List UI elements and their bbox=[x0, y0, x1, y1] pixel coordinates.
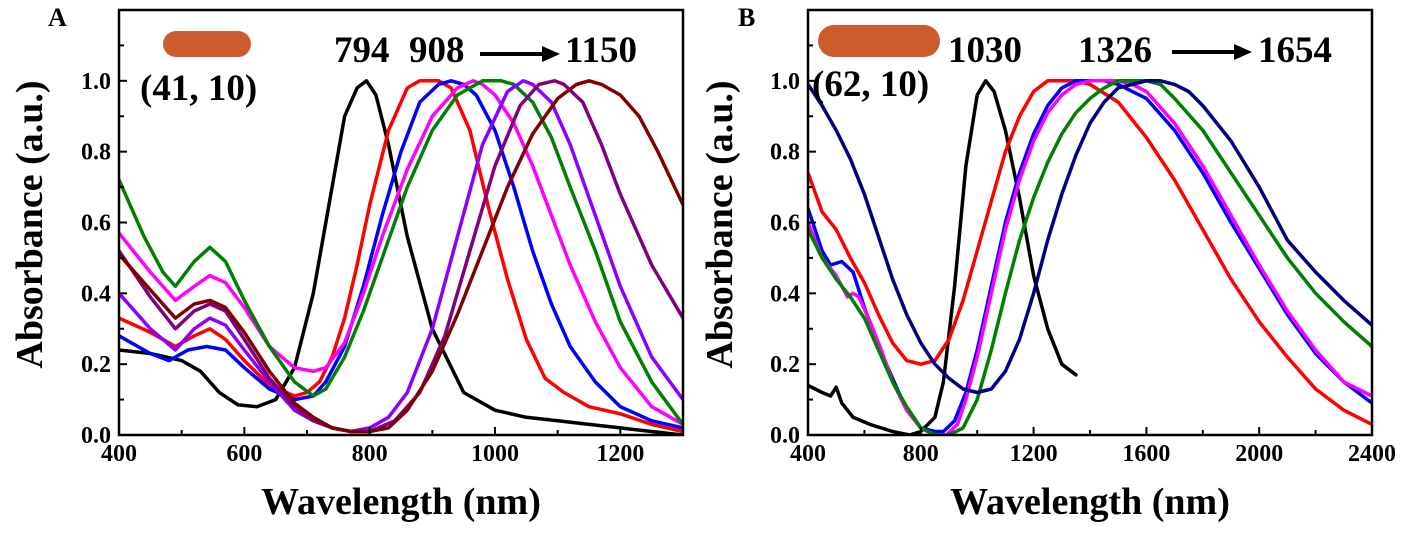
shift-arrow-head bbox=[1234, 44, 1252, 60]
peak-label-first: 794 bbox=[334, 30, 390, 71]
series-line-2 bbox=[119, 79, 683, 434]
y-tick-label: 0.2 bbox=[81, 352, 111, 378]
peak-label-first: 1030 bbox=[948, 30, 1022, 71]
series-line-4 bbox=[808, 79, 1372, 435]
y-tick-label: 0.4 bbox=[81, 281, 111, 307]
y-tick-label: 0.2 bbox=[770, 352, 800, 378]
y-axis-label: Absorbance (a.u.) bbox=[699, 80, 741, 368]
series-line-5 bbox=[119, 79, 683, 427]
y-tick-label: 0.8 bbox=[81, 140, 111, 166]
x-tick-label: 1600 bbox=[1122, 441, 1170, 467]
series-line-6 bbox=[808, 79, 1372, 395]
panel-b: 400 800 1200 1600 2000 2400 0.0 0.2 0.4 0.6 0.8 1.0… bbox=[699, 3, 1396, 523]
peak-label-last: 1150 bbox=[565, 30, 637, 71]
x-tick-label: 800 bbox=[903, 441, 939, 467]
series-line-2 bbox=[808, 79, 1372, 427]
peak-label-last: 1654 bbox=[1258, 30, 1332, 71]
series-line-6 bbox=[119, 79, 683, 434]
x-tick-label: 2400 bbox=[1348, 441, 1396, 467]
y-tick-label: 0.6 bbox=[81, 211, 111, 237]
y-tick-label: 0.8 bbox=[770, 140, 800, 166]
series-line-8 bbox=[119, 79, 683, 434]
panel-letter: A bbox=[48, 3, 67, 32]
x-axis-label: Wavelength (nm) bbox=[261, 481, 541, 523]
x-tick-label: 2000 bbox=[1235, 441, 1283, 467]
panel-letter: B bbox=[738, 3, 755, 32]
x-tick-label: 1000 bbox=[471, 441, 519, 467]
nanorod-shape bbox=[163, 31, 251, 57]
x-tick-label: 800 bbox=[352, 441, 388, 467]
x-tick-label: 400 bbox=[101, 441, 137, 467]
y-tick-label: 0.0 bbox=[81, 423, 111, 449]
y-tick-label: 0.4 bbox=[770, 281, 800, 307]
series-line-1 bbox=[119, 79, 683, 435]
x-tick-label: 1200 bbox=[596, 441, 644, 467]
series-line-5 bbox=[808, 79, 1372, 435]
series-line-3 bbox=[119, 79, 683, 430]
y-tick-label: 0.6 bbox=[770, 211, 800, 237]
rod-dimension-label: (62, 10) bbox=[812, 64, 929, 105]
peak-label-second: 908 bbox=[409, 30, 465, 71]
series-group bbox=[119, 79, 683, 435]
x-tick-label: 1200 bbox=[1010, 441, 1058, 467]
y-axis-label: Absorbance (a.u.) bbox=[9, 80, 51, 368]
y-tick-label: 1.0 bbox=[81, 69, 111, 95]
nanorod-shape bbox=[818, 25, 940, 57]
y-tick-label: 1.0 bbox=[770, 69, 800, 95]
x-tick-label: 600 bbox=[226, 441, 262, 467]
rod-dimension-label: (41, 10) bbox=[140, 68, 257, 109]
y-tick-label: 0.0 bbox=[770, 423, 800, 449]
series-group bbox=[808, 79, 1372, 435]
x-axis-label: Wavelength (nm) bbox=[950, 481, 1230, 523]
series-line-4 bbox=[119, 79, 683, 427]
shift-arrow-head bbox=[542, 46, 560, 62]
x-tick-label: 400 bbox=[790, 441, 826, 467]
panel-a: 400 600 800 1000 1200 0.0 0.2 0.4 0.6 0.8 1.0 Wavel… bbox=[9, 3, 685, 523]
peak-label-second: 1326 bbox=[1078, 30, 1152, 71]
